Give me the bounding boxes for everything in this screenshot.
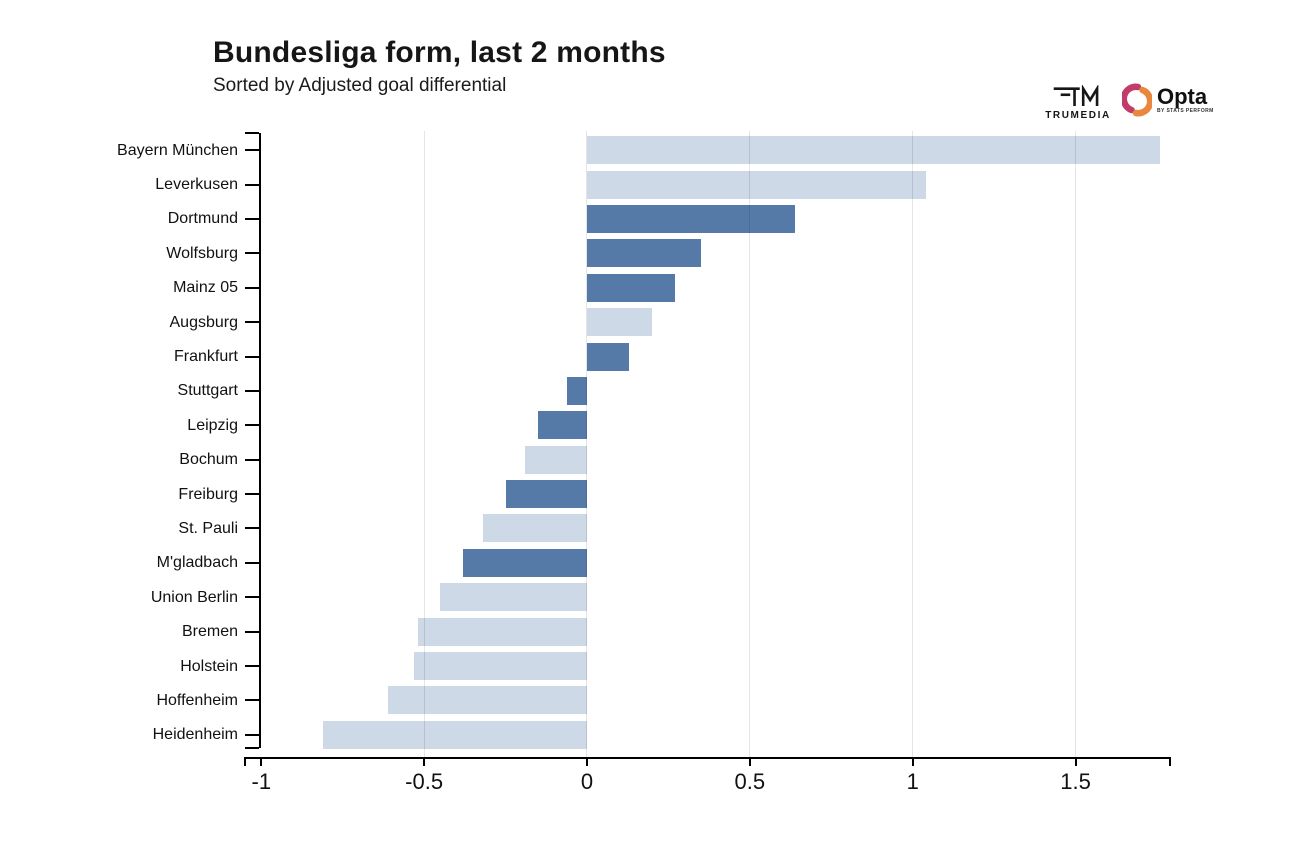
y-tick — [245, 424, 259, 427]
y-tick — [245, 286, 259, 289]
team-label: Wolfsburg — [166, 244, 238, 262]
bar — [323, 720, 587, 749]
team-label: Freiburg — [178, 485, 238, 503]
gridline — [912, 131, 914, 757]
team-label: Union Berlin — [150, 588, 238, 606]
bar — [586, 308, 653, 337]
x-tick-label: 1.5 — [1060, 769, 1091, 794]
bar — [586, 170, 926, 199]
bar — [417, 617, 587, 646]
y-axis-cap — [245, 132, 259, 134]
chart-subtitle: Sorted by Adjusted goal differential — [213, 75, 507, 96]
bar — [586, 204, 796, 233]
opta-label: Opta — [1157, 83, 1208, 109]
y-axis-cap — [245, 747, 259, 749]
bar — [586, 273, 675, 302]
bar — [388, 686, 587, 715]
x-tick — [260, 757, 263, 766]
chart-header: Bundesliga form, last 2 months Sorted by… — [213, 36, 666, 97]
bar — [538, 411, 587, 440]
gridline — [423, 131, 425, 757]
opta-icon — [1122, 83, 1152, 117]
x-tick-label: 0.5 — [734, 769, 766, 794]
x-tick-label: -1 — [251, 769, 272, 794]
y-tick — [245, 699, 259, 702]
trumedia-label: TRUMEDIA — [1045, 110, 1111, 121]
bar — [414, 652, 587, 681]
bar — [586, 136, 1161, 165]
team-label: Bayern München — [117, 141, 238, 159]
y-tick — [245, 630, 259, 633]
team-label: Dortmund — [167, 210, 238, 228]
team-label: Frankfurt — [173, 348, 238, 366]
y-tick — [245, 321, 259, 324]
team-label: Hoffenheim — [156, 691, 238, 709]
page-title: Bundesliga form, last 2 months — [213, 36, 666, 69]
y-tick — [245, 183, 259, 186]
y-tick — [245, 252, 259, 255]
y-tick — [245, 458, 259, 461]
team-label: Bochum — [179, 451, 238, 469]
x-tick — [585, 757, 588, 766]
bar — [440, 583, 587, 612]
x-tick — [748, 757, 751, 766]
y-tick — [245, 389, 259, 392]
x-tick — [911, 757, 914, 766]
y-tick — [245, 493, 259, 496]
trumedia-logo: TRUMEDIA — [1040, 85, 1116, 121]
team-label: Heidenheim — [152, 726, 238, 744]
team-label: Augsburg — [169, 313, 239, 331]
trumedia-icon — [1053, 85, 1099, 107]
team-label: Leverkusen — [155, 176, 238, 194]
opta-sub-label: BY STATS PERFORM — [1157, 107, 1214, 114]
bar — [586, 342, 630, 371]
gridline — [1075, 131, 1077, 757]
x-tick — [423, 757, 426, 766]
x-tick-label: 0 — [580, 769, 594, 794]
team-label: St. Pauli — [178, 519, 238, 537]
team-label: Bremen — [181, 623, 238, 641]
bar — [586, 239, 701, 268]
team-label: M'gladbach — [156, 554, 238, 572]
x-tick-label: 1 — [906, 769, 919, 794]
bar — [505, 480, 587, 509]
y-tick — [245, 561, 259, 564]
opta-logo: Opta BY STATS PERFORM — [1122, 83, 1214, 117]
y-tick — [245, 665, 259, 668]
x-axis-line — [245, 757, 1170, 759]
y-tick — [245, 149, 259, 152]
gridline — [586, 131, 588, 757]
x-axis-cap — [1169, 757, 1171, 766]
team-label: Holstein — [180, 657, 238, 675]
gridline — [749, 131, 751, 757]
y-tick — [245, 596, 259, 599]
bar — [463, 548, 587, 577]
team-label: Mainz 05 — [173, 279, 238, 297]
y-axis-line — [259, 133, 261, 748]
y-tick — [245, 355, 259, 358]
bar — [482, 514, 587, 543]
y-tick — [245, 217, 259, 220]
x-axis-cap — [244, 757, 246, 766]
y-tick — [245, 527, 259, 530]
x-tick-label: -0.5 — [405, 769, 444, 794]
x-tick — [1074, 757, 1077, 766]
y-tick — [245, 733, 259, 736]
bar — [525, 445, 587, 474]
bar — [567, 376, 587, 405]
team-label: Leipzig — [187, 416, 238, 434]
team-label: Stuttgart — [177, 382, 238, 400]
